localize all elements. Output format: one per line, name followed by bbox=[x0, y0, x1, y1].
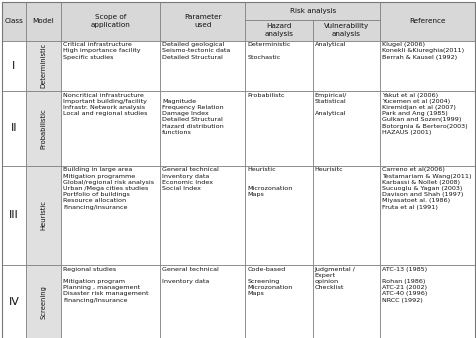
Text: III: III bbox=[9, 210, 19, 220]
Text: Noncritical infrastructure
Important building/facility
Infrastr. Network analysi: Noncritical infrastructure Important bui… bbox=[63, 93, 148, 116]
Bar bbox=[160, 41, 245, 91]
Bar bbox=[61, 91, 160, 166]
Text: Hazard
analysis: Hazard analysis bbox=[264, 23, 293, 37]
Bar bbox=[312, 20, 379, 41]
Bar bbox=[245, 166, 312, 265]
Text: Judgmental /
Expert
opinion
Checklist: Judgmental / Expert opinion Checklist bbox=[314, 267, 355, 290]
Text: II: II bbox=[10, 123, 17, 133]
Text: Screening: Screening bbox=[40, 285, 46, 319]
Bar bbox=[245, 265, 312, 338]
Text: Klugel (2006)
Konekli &Kiureghia(2011)
Berrah & Kausel (1992): Klugel (2006) Konekli &Kiureghia(2011) B… bbox=[381, 42, 463, 59]
Bar bbox=[2, 166, 26, 265]
Bar bbox=[61, 166, 160, 265]
Bar bbox=[245, 91, 312, 166]
Bar bbox=[2, 265, 26, 338]
Bar bbox=[312, 166, 379, 265]
Bar bbox=[26, 265, 61, 338]
Bar bbox=[379, 265, 474, 338]
Text: I: I bbox=[12, 61, 16, 71]
Text: Deterministic

Stochastic: Deterministic Stochastic bbox=[247, 42, 290, 59]
Text: Analytical: Analytical bbox=[314, 42, 346, 47]
Bar bbox=[379, 91, 474, 166]
Bar bbox=[379, 166, 474, 265]
Text: IV: IV bbox=[9, 297, 20, 307]
Text: Class: Class bbox=[4, 18, 23, 24]
Bar bbox=[379, 2, 474, 41]
Text: Heurisitc: Heurisitc bbox=[314, 167, 342, 172]
Text: Critical infrastructure
High importance facility
Specific studies: Critical infrastructure High importance … bbox=[63, 42, 140, 59]
Bar bbox=[26, 41, 61, 91]
Text: Vulnerability
analysis: Vulnerability analysis bbox=[323, 23, 368, 37]
Bar bbox=[312, 265, 379, 338]
Bar bbox=[245, 20, 312, 41]
Bar bbox=[245, 41, 312, 91]
Text: Detailed geological
Seismo-tectonic data
Detailed Structural: Detailed geological Seismo-tectonic data… bbox=[162, 42, 230, 59]
Text: Code-based

Screening
Microzonation
Maps: Code-based Screening Microzonation Maps bbox=[247, 267, 292, 296]
Bar bbox=[2, 2, 26, 41]
Text: Heuristic: Heuristic bbox=[40, 200, 46, 230]
Bar bbox=[312, 91, 379, 166]
Text: Empirical/
Statistical

Analytical: Empirical/ Statistical Analytical bbox=[314, 93, 346, 116]
Text: Regional studies

Mitigation program
Planning , management
Disaster risk managem: Regional studies Mitigation program Plan… bbox=[63, 267, 149, 303]
Text: Carreno et al(2006)
Testamariam & Wang(2011)
Karbassi & Nollet (2008)
Sucuoglu &: Carreno et al(2006) Testamariam & Wang(2… bbox=[381, 167, 470, 210]
Text: Building in large area
Mitigation programme
Global/regional risk analysis
Urban : Building in large area Mitigation progra… bbox=[63, 167, 154, 210]
Bar bbox=[61, 2, 160, 41]
Text: General technical
Inventory data
Economic Index
Social Index: General technical Inventory data Economi… bbox=[162, 167, 218, 191]
Text: ATC-13 (1985)

Rohan (1986)
ATC-21 (2002)
ATC-40 (1996)
NRCC (1992): ATC-13 (1985) Rohan (1986) ATC-21 (2002)… bbox=[381, 267, 426, 303]
Bar bbox=[26, 166, 61, 265]
Text: Magnitude
Frequency Relation
Damage Index
Detailed Structural
Hazard distributio: Magnitude Frequency Relation Damage Inde… bbox=[162, 93, 223, 135]
Text: Deterministic: Deterministic bbox=[40, 43, 46, 88]
Text: Risk analysis: Risk analysis bbox=[289, 8, 335, 14]
Text: Probabilistic: Probabilistic bbox=[40, 108, 46, 149]
Bar bbox=[61, 41, 160, 91]
Bar bbox=[379, 41, 474, 91]
Text: Heuristic


Microzonation
Maps: Heuristic Microzonation Maps bbox=[247, 167, 292, 197]
Bar bbox=[61, 265, 160, 338]
Bar bbox=[245, 2, 379, 20]
Text: Reference: Reference bbox=[408, 18, 445, 24]
Bar bbox=[26, 2, 61, 41]
Bar bbox=[2, 91, 26, 166]
Text: Yakut et al (2006)
Yucemen et al (2004)
Kiremidjan et al (2007)
Park and Ang (19: Yakut et al (2006) Yucemen et al (2004) … bbox=[381, 93, 466, 135]
Bar bbox=[312, 41, 379, 91]
Bar bbox=[26, 91, 61, 166]
Bar bbox=[160, 2, 245, 41]
Text: Scope of
application: Scope of application bbox=[90, 15, 130, 28]
Text: Model: Model bbox=[32, 18, 54, 24]
Text: General technical

Inventory data: General technical Inventory data bbox=[162, 267, 218, 284]
Bar bbox=[160, 265, 245, 338]
Text: Probabilistc: Probabilistc bbox=[247, 93, 284, 98]
Text: Parameter
used: Parameter used bbox=[184, 15, 221, 28]
Bar bbox=[2, 41, 26, 91]
Bar bbox=[160, 91, 245, 166]
Bar bbox=[160, 166, 245, 265]
